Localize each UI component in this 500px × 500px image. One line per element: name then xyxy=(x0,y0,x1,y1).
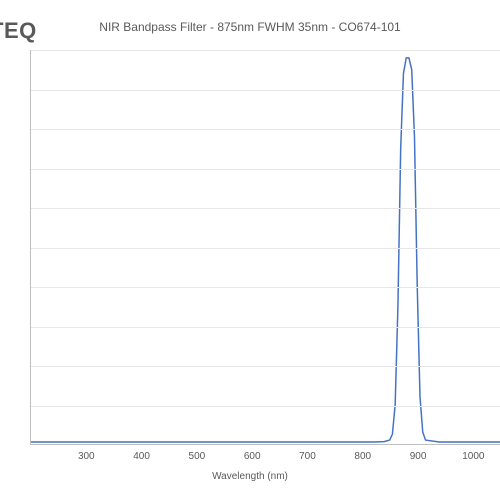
gridline xyxy=(31,287,500,288)
x-tick-label: 300 xyxy=(78,451,95,462)
gridline xyxy=(31,406,500,407)
x-tick-label: 700 xyxy=(299,451,316,462)
gridline xyxy=(31,129,500,130)
x-tick-label: 500 xyxy=(189,451,206,462)
x-tick-label: 900 xyxy=(410,451,427,462)
gridline xyxy=(31,90,500,91)
x-tick-label: 400 xyxy=(133,451,150,462)
gridline xyxy=(31,248,500,249)
gridline xyxy=(31,366,500,367)
gridline xyxy=(31,208,500,209)
chart-title: NIR Bandpass Filter - 875nm FWHM 35nm - … xyxy=(0,20,500,34)
chart-container: TEQ NIR Bandpass Filter - 875nm FWHM 35n… xyxy=(0,0,500,500)
gridline xyxy=(31,327,500,328)
gridline xyxy=(31,169,500,170)
plot-area: 3004005006007008009001000 xyxy=(30,50,500,445)
gridline xyxy=(31,50,500,51)
x-tick-label: 1000 xyxy=(462,451,484,462)
x-axis-label: Wavelength (nm) xyxy=(0,471,500,482)
x-tick-label: 800 xyxy=(354,451,371,462)
x-tick-label: 600 xyxy=(244,451,261,462)
